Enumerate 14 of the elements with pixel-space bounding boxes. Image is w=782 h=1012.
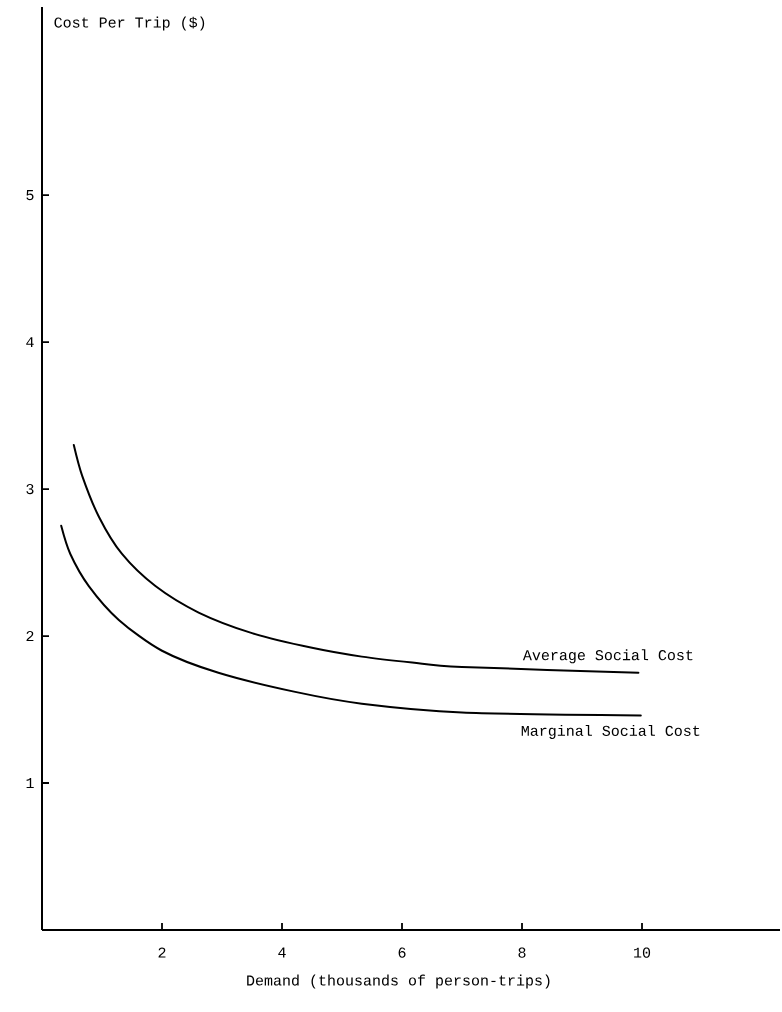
x-axis-title: Demand (thousands of person-trips) [247, 974, 550, 989]
series-label: Average Social Cost [522, 649, 693, 664]
y-tick-label: 1 [26, 778, 34, 788]
y-tick-label: 2 [26, 631, 34, 642]
x-tick-label: 8 [518, 947, 526, 958]
y-tick-label: 5 [26, 190, 34, 201]
y-tick-label: 4 [26, 337, 34, 348]
y-tick-label: 3 [26, 483, 34, 495]
x-tick-label: 4 [278, 947, 286, 958]
x-tick-label: 6 [398, 947, 406, 958]
x-tick-label: 2 [158, 947, 166, 958]
x-tick-label: 10 [634, 947, 651, 958]
y-axis-title: Cost Per Trip ($) [54, 16, 205, 31]
series-label: Marginal Social Cost [521, 724, 700, 739]
